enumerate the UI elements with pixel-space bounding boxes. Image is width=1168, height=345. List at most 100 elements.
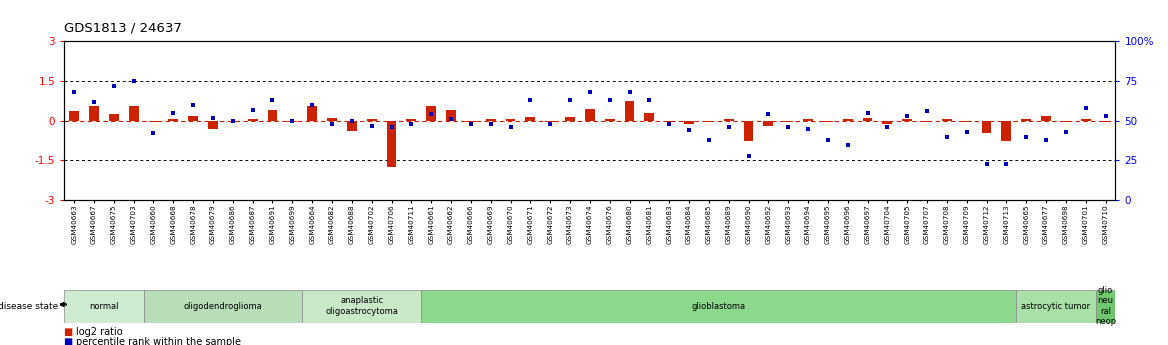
Bar <box>1016 290 1096 323</box>
Text: ■: ■ <box>64 337 77 345</box>
Bar <box>862 118 872 121</box>
Point <box>422 112 440 117</box>
Text: glioblastoma: glioblastoma <box>691 302 746 311</box>
Bar <box>69 111 79 121</box>
Bar <box>228 121 238 122</box>
Point <box>878 124 897 130</box>
Point <box>84 99 103 105</box>
Point <box>1017 134 1036 139</box>
Point <box>501 124 520 130</box>
Bar <box>406 119 416 121</box>
Bar <box>1001 121 1011 141</box>
Point <box>342 118 361 124</box>
Point <box>1037 137 1056 142</box>
Bar <box>764 121 773 126</box>
Bar <box>1100 121 1111 122</box>
Bar <box>784 121 793 122</box>
Point <box>283 118 301 124</box>
Text: GDS1813 / 24637: GDS1813 / 24637 <box>64 21 182 34</box>
Point <box>382 124 401 130</box>
Bar <box>804 119 813 121</box>
Text: ■: ■ <box>64 327 77 337</box>
Bar <box>1096 290 1115 323</box>
Point <box>839 142 857 147</box>
Bar <box>303 290 422 323</box>
Bar <box>545 121 555 122</box>
Bar <box>109 114 119 121</box>
Point <box>263 97 281 103</box>
Point <box>461 121 480 127</box>
Bar <box>347 121 356 131</box>
Bar <box>1041 116 1051 121</box>
Point <box>700 137 718 142</box>
Bar <box>287 121 298 122</box>
Bar <box>961 121 972 122</box>
Bar <box>665 121 674 122</box>
Text: glio
neu
ral
neop: glio neu ral neop <box>1094 286 1117 326</box>
Point <box>561 97 579 103</box>
Bar <box>1080 119 1091 121</box>
Point <box>124 78 142 84</box>
Bar <box>307 106 318 121</box>
Point <box>918 108 937 114</box>
Point <box>1057 129 1076 135</box>
Point <box>442 116 460 122</box>
Point <box>144 131 162 136</box>
Bar <box>506 119 515 121</box>
Bar <box>823 121 833 122</box>
Text: normal: normal <box>89 302 119 311</box>
Point <box>620 89 639 95</box>
Point <box>164 110 182 116</box>
Point <box>1097 113 1115 119</box>
Point <box>402 121 420 127</box>
Bar <box>882 121 892 124</box>
Bar <box>724 119 734 121</box>
Point <box>223 118 242 124</box>
Bar <box>843 119 853 121</box>
Bar <box>1021 119 1031 121</box>
Bar <box>422 290 1016 323</box>
Bar <box>327 118 336 121</box>
Point <box>759 112 778 117</box>
Point <box>362 123 381 128</box>
Text: disease state: disease state <box>0 302 58 311</box>
Point <box>64 89 83 95</box>
Point <box>183 102 202 108</box>
Bar <box>645 113 654 121</box>
Point <box>541 121 559 127</box>
Bar <box>128 106 139 121</box>
Bar <box>684 121 694 124</box>
Point <box>858 110 877 116</box>
Point <box>481 121 500 127</box>
Text: percentile rank within the sample: percentile rank within the sample <box>76 337 241 345</box>
Point <box>779 124 798 130</box>
Bar <box>387 121 396 167</box>
Bar <box>426 106 436 121</box>
Bar <box>605 119 614 121</box>
Point <box>819 137 837 142</box>
Point <box>203 115 222 120</box>
Bar <box>148 121 159 122</box>
Point <box>997 161 1016 166</box>
Point <box>104 83 123 89</box>
Bar <box>565 117 575 121</box>
Text: log2 ratio: log2 ratio <box>76 327 123 337</box>
Bar <box>704 121 714 122</box>
Point <box>600 97 619 103</box>
Bar <box>208 121 218 129</box>
Point <box>1077 105 1096 111</box>
Bar <box>902 119 912 121</box>
Point <box>243 107 262 112</box>
Bar <box>981 121 992 132</box>
Point <box>521 97 540 103</box>
Bar <box>625 101 634 121</box>
Bar <box>168 119 179 121</box>
Bar <box>1061 121 1071 122</box>
Point <box>719 124 738 130</box>
Bar <box>89 106 99 121</box>
Bar <box>188 116 199 121</box>
Point <box>580 89 599 95</box>
Bar <box>446 110 456 121</box>
Bar <box>744 121 753 141</box>
Text: astrocytic tumor: astrocytic tumor <box>1021 302 1091 311</box>
